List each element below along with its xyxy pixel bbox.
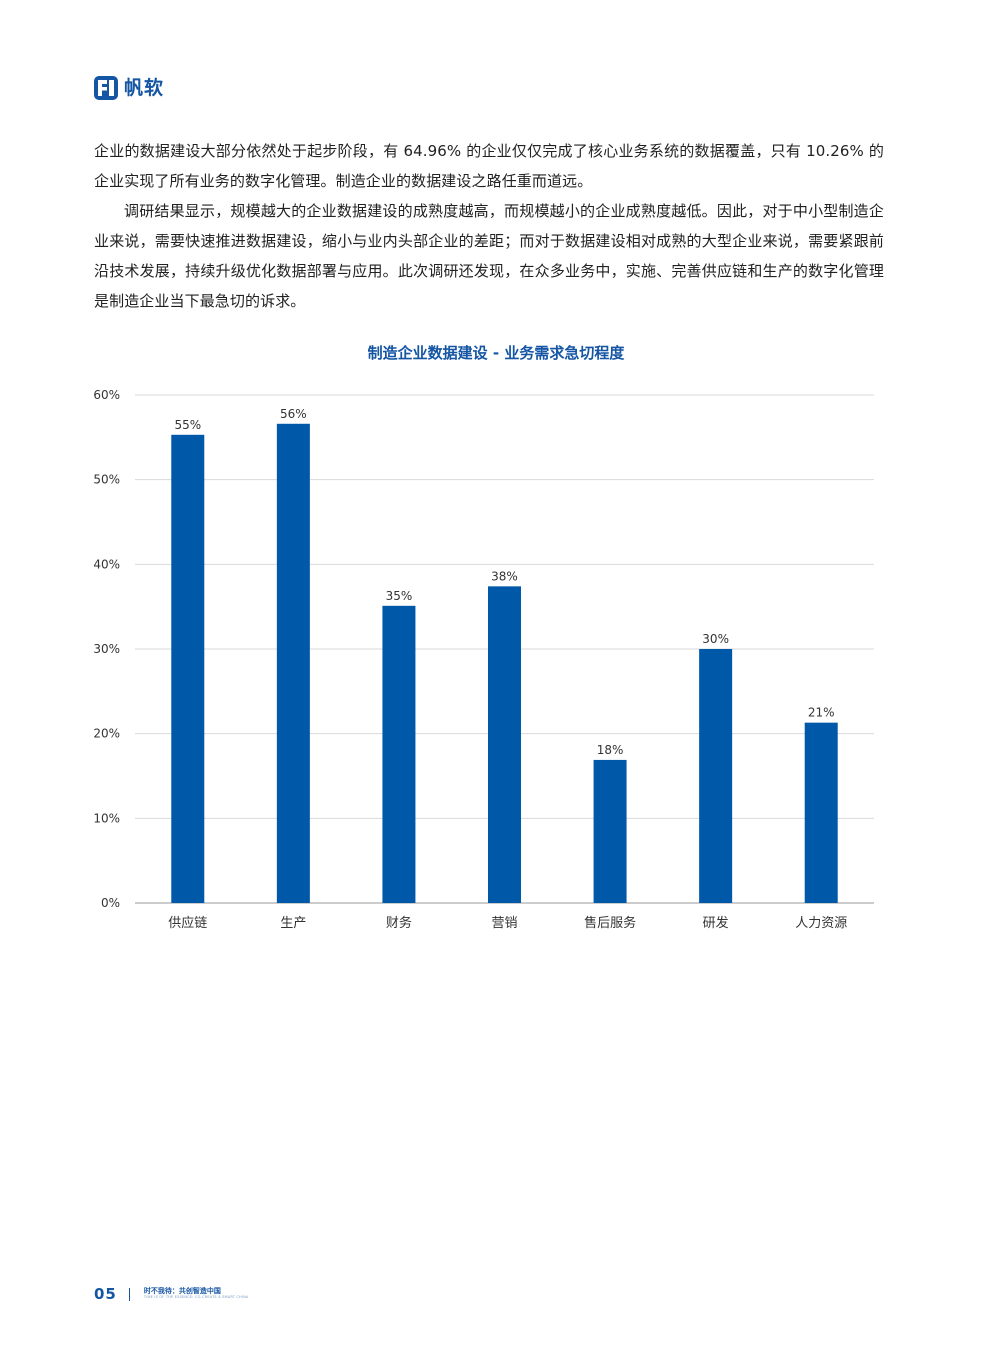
footer-slogan-en: TIME IS OF THE ESSENCE: CO-CREATE A SMAR…	[143, 1295, 249, 1300]
footer-slogan-cn: 时不我待：共创智造中国	[143, 1287, 221, 1296]
paragraph-2: 调研结果显示，规模越大的企业数据建设的成熟度越高，而规模越小的企业成熟度越低。因…	[94, 202, 884, 310]
x-tick-label: 售后服务	[584, 915, 636, 931]
brand-name: 帆软	[124, 77, 165, 99]
x-tick-label: 研发	[703, 915, 729, 931]
x-tick-label: 财务	[386, 915, 412, 931]
x-tick-label: 营销	[491, 916, 517, 931]
bar	[276, 423, 310, 903]
page-footer: 05 时不我待：共创智造中国 TIME IS OF THE ESSENCE: C…	[94, 1284, 248, 1304]
y-tick-label: 50%	[93, 473, 120, 487]
footer-divider	[128, 1287, 130, 1301]
data-label: 56%	[280, 407, 307, 421]
y-tick-label: 40%	[93, 557, 120, 571]
y-tick-label: 60%	[93, 388, 120, 402]
fanruan-logo-icon	[94, 76, 118, 100]
page-number: 05	[94, 1285, 117, 1303]
x-tick-label: 供应链	[168, 915, 207, 931]
data-label: 21%	[808, 706, 835, 720]
data-label: 30%	[702, 632, 729, 646]
bar	[804, 722, 838, 903]
paragraph-1: 企业的数据建设大部分依然处于起步阶段，有 64.96% 的企业仅仅完成了核心业务…	[94, 142, 884, 190]
bar-chart: 0% 10% 20% 30% 40% 50% 60% 55% 供应链 56% 生产 35% 财务 38% 营…	[93, 388, 874, 931]
bar	[699, 649, 733, 903]
data-label: 18%	[597, 743, 624, 757]
bar	[171, 434, 205, 903]
y-tick-label: 10%	[93, 811, 120, 825]
brand-logo: 帆软	[94, 76, 164, 100]
y-tick-label: 30%	[93, 642, 120, 656]
data-label: 35%	[386, 589, 413, 603]
data-label: 38%	[491, 569, 518, 583]
data-label: 55%	[174, 418, 201, 432]
bar	[382, 605, 416, 903]
y-tick-label: 20%	[93, 727, 120, 741]
x-tick-label: 生产	[280, 916, 306, 931]
y-tick-label: 0%	[101, 896, 120, 910]
x-tick-label: 人力资源	[795, 916, 847, 931]
body-text: 企业的数据建设大部分依然处于起步阶段，有 64.96% 的企业仅仅完成了核心业务…	[94, 136, 884, 316]
bar	[488, 586, 521, 903]
footer-slogan: 时不我待：共创智造中国 TIME IS OF THE ESSENCE: CO-C…	[144, 1288, 249, 1300]
bar	[593, 759, 627, 903]
chart-title: 制造企业数据建设 - 业务需求急切程度	[367, 344, 625, 362]
